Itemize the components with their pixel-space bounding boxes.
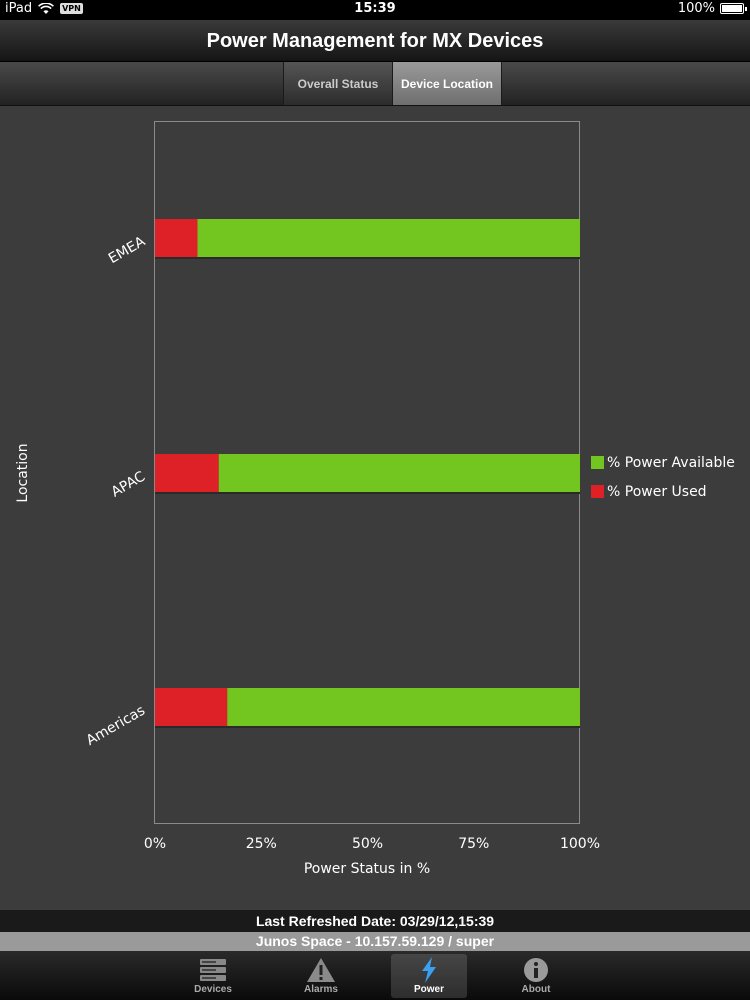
y-tick-label: EMEA	[106, 233, 148, 267]
bar-shadow	[155, 257, 580, 259]
bar-emea-available	[197, 219, 580, 257]
bar-americas-available	[227, 688, 580, 726]
device-name: iPad	[5, 1, 33, 16]
chart-area: EMEA APAC Americas 0% 25% 50% 75% 100% Power S…	[0, 106, 750, 910]
legend-item-used: % Power Used	[591, 477, 735, 506]
warning-icon	[307, 958, 335, 982]
y-axis-label: Location	[15, 443, 31, 502]
tab-alarms[interactable]: Alarms	[283, 954, 359, 998]
tab-bar: Devices Alarms Power About	[0, 951, 750, 1000]
x-tick-label: 75%	[458, 836, 489, 852]
legend-label-used: % Power Used	[607, 483, 707, 500]
tab-label: Power	[413, 984, 444, 995]
tab-about[interactable]: About	[498, 954, 574, 998]
status-bar-right: 100%	[677, 1, 747, 16]
power-status-chart: EMEA APAC Americas 0% 25% 50% 75% 100% Power S…	[15, 121, 600, 877]
segmented-control-bar: Overall Status Device Location	[0, 62, 750, 106]
vpn-badge: VPN	[60, 3, 83, 14]
segment-device-location[interactable]: Device Location	[393, 62, 502, 105]
legend-swatch-available	[591, 456, 604, 469]
status-bar-left: iPad VPN	[5, 1, 83, 16]
x-tick-label: 25%	[246, 836, 277, 852]
y-tick-label: APAC	[109, 468, 149, 500]
tab-devices[interactable]: Devices	[175, 954, 251, 998]
legend-item-available: % Power Available	[591, 448, 735, 477]
legend-swatch-used	[591, 485, 604, 498]
legend-label-available: % Power Available	[607, 454, 735, 471]
wifi-icon	[38, 2, 55, 14]
y-tick-label: Americas	[84, 703, 148, 749]
server-icon	[200, 959, 226, 981]
x-tick-label: 50%	[352, 836, 383, 852]
bar-emea-used	[155, 219, 198, 257]
x-axis-label: Power Status in %	[304, 861, 430, 877]
server-info: Junos Space - 10.157.59.129 / super	[0, 932, 750, 951]
segment-overall-status[interactable]: Overall Status	[283, 62, 393, 105]
tab-label: Alarms	[304, 984, 338, 995]
battery-icon	[720, 3, 747, 14]
lightning-icon	[422, 957, 436, 983]
info-icon	[524, 958, 548, 982]
bar-shadow	[155, 492, 580, 494]
title-bar: Power Management for MX Devices	[0, 20, 750, 62]
bar-apac-used	[155, 454, 219, 492]
last-refreshed-date: Last Refreshed Date: 03/29/12,15:39	[0, 910, 750, 932]
tab-label: Devices	[194, 984, 232, 995]
tab-power[interactable]: Power	[391, 954, 467, 998]
x-tick-label: 100%	[560, 836, 600, 852]
status-bar: iPad VPN 15:39 100%	[0, 0, 750, 20]
bar-americas-used	[155, 688, 228, 726]
x-tick-label: 0%	[144, 836, 166, 852]
bar-apac-available	[218, 454, 580, 492]
bar-shadow	[155, 726, 580, 728]
chart-legend: % Power Available % Power Used	[591, 448, 735, 506]
battery-percent: 100%	[677, 1, 715, 16]
tab-label: About	[521, 984, 551, 995]
page-title: Power Management for MX Devices	[206, 30, 544, 52]
status-time: 15:39	[354, 1, 396, 16]
